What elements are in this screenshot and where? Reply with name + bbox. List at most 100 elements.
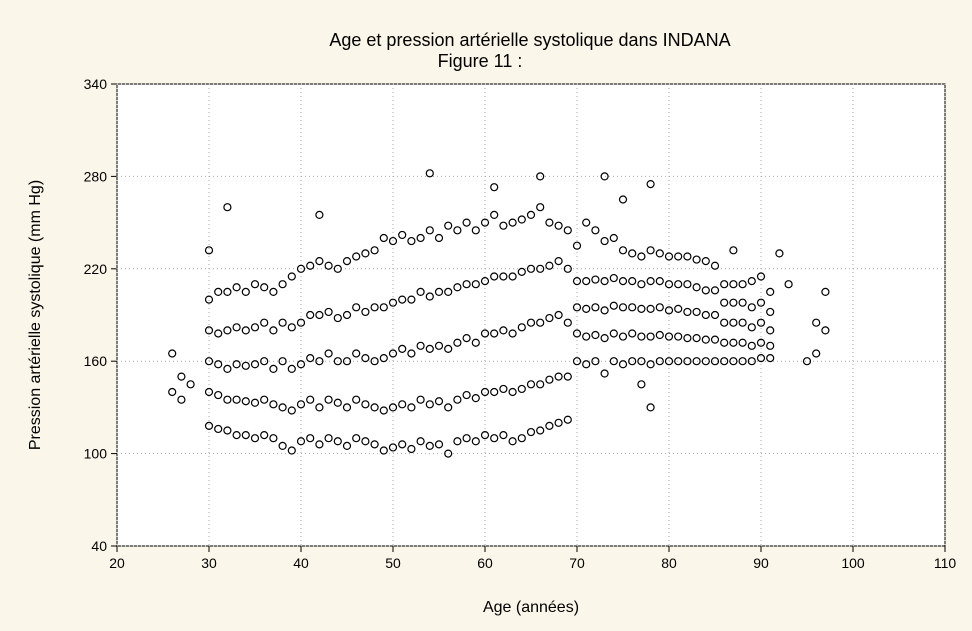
- point: [582, 277, 591, 286]
- y-tick-label: 280: [84, 168, 108, 184]
- point: [287, 323, 296, 332]
- point: [462, 390, 471, 400]
- chart-title: Age et pression artérielle systolique da…: [329, 30, 730, 50]
- point: [315, 310, 324, 320]
- point: [637, 380, 646, 389]
- point: [526, 427, 536, 437]
- point: [609, 273, 618, 283]
- point: [241, 361, 250, 370]
- point: [536, 203, 545, 212]
- point: [168, 349, 177, 358]
- point: [646, 403, 655, 412]
- point: [628, 357, 637, 366]
- point: [388, 236, 398, 246]
- point: [720, 338, 729, 347]
- point: [269, 400, 278, 409]
- point: [278, 280, 287, 289]
- point: [646, 246, 655, 255]
- point: [720, 280, 729, 289]
- y-tick-label: 220: [84, 261, 108, 277]
- point: [352, 252, 361, 261]
- point: [444, 403, 453, 412]
- point: [398, 344, 407, 353]
- point: [425, 400, 434, 409]
- point: [766, 341, 775, 350]
- point: [756, 318, 766, 327]
- point: [720, 357, 729, 366]
- point: [480, 277, 490, 286]
- point: [232, 395, 241, 404]
- point: [223, 364, 232, 373]
- point: [674, 357, 683, 366]
- point: [296, 437, 306, 446]
- point: [710, 335, 720, 344]
- point: [434, 341, 444, 350]
- point: [306, 395, 315, 404]
- point: [214, 390, 223, 400]
- point: [554, 257, 563, 266]
- point: [710, 286, 720, 295]
- point: [701, 257, 710, 266]
- point: [407, 444, 416, 454]
- point: [572, 277, 582, 286]
- point: [600, 369, 609, 378]
- point: [526, 318, 536, 327]
- point: [710, 310, 720, 320]
- point: [536, 264, 545, 273]
- point: [766, 354, 775, 363]
- point: [683, 252, 692, 261]
- point: [453, 338, 462, 347]
- point: [517, 384, 526, 394]
- point: [315, 257, 324, 266]
- point: [674, 304, 683, 313]
- point: [480, 431, 490, 440]
- point: [582, 332, 591, 341]
- point: [692, 334, 701, 343]
- point: [370, 357, 379, 366]
- point: [425, 292, 434, 301]
- point: [572, 303, 582, 312]
- point: [342, 403, 352, 412]
- point: [315, 357, 324, 366]
- point: [655, 330, 664, 340]
- point: [499, 384, 508, 394]
- point: [315, 210, 324, 219]
- x-tick-label: 70: [569, 555, 585, 571]
- point: [333, 437, 342, 446]
- point: [453, 395, 462, 404]
- point: [517, 434, 526, 443]
- point: [490, 329, 499, 338]
- point: [536, 318, 545, 327]
- point: [729, 338, 738, 347]
- point: [416, 437, 425, 446]
- point: [296, 264, 306, 273]
- point: [729, 357, 738, 366]
- point: [223, 203, 232, 212]
- point: [674, 332, 683, 341]
- point: [269, 434, 278, 443]
- point: [655, 249, 664, 258]
- point: [407, 295, 416, 304]
- point: [582, 360, 591, 369]
- point: [756, 354, 766, 363]
- point: [756, 338, 766, 347]
- x-tick-label: 60: [477, 555, 493, 571]
- point: [738, 280, 747, 289]
- point: [250, 398, 260, 407]
- point: [324, 349, 333, 358]
- point: [563, 264, 572, 273]
- point: [250, 323, 260, 332]
- point: [591, 330, 600, 340]
- point: [508, 329, 517, 338]
- point: [747, 303, 756, 312]
- point: [416, 287, 425, 296]
- point: [324, 434, 333, 443]
- point: [232, 360, 241, 369]
- point: [572, 241, 582, 250]
- point: [379, 354, 388, 363]
- point: [646, 304, 655, 313]
- point: [508, 387, 517, 397]
- point: [526, 380, 536, 389]
- point: [517, 215, 526, 224]
